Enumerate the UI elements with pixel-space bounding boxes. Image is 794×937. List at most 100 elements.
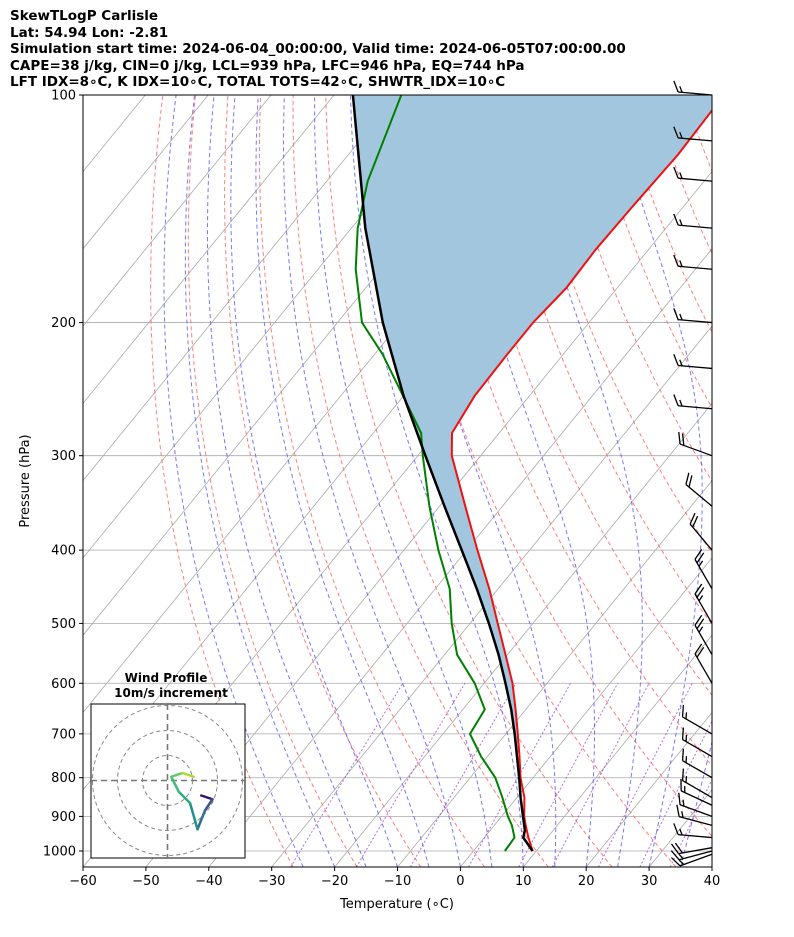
isotherm-line [83, 95, 335, 404]
wind-barb [673, 80, 713, 96]
barb-feather [689, 512, 696, 525]
barb-shaft [678, 177, 713, 182]
barb-feather [696, 646, 705, 658]
isotherm-line [83, 95, 398, 482]
isotherm-line [83, 95, 461, 559]
barb-shaft [682, 738, 713, 758]
moist-adiabat-line [448, 95, 595, 867]
time-line: Simulation start time: 2024-06-04_00:00:… [10, 41, 626, 58]
moist-adiabat-line [255, 95, 430, 867]
barb-feather [673, 126, 679, 139]
hodograph-ring [117, 730, 218, 831]
wind-barb [673, 126, 713, 142]
barb-feather [679, 399, 683, 407]
x-axis-label: Temperature (∘C) [339, 897, 454, 912]
barb-feather [673, 354, 679, 366]
barb-feather [696, 587, 705, 598]
moist-adiabat-line [350, 95, 524, 867]
dry-adiabat-line [325, 95, 613, 867]
hodograph-title: Wind Profile [125, 671, 208, 685]
barb-feather [679, 828, 683, 836]
hodograph-segment [196, 809, 207, 831]
barb-shaft [678, 850, 713, 861]
wind-barb [685, 472, 713, 507]
x-tick-label: −40 [195, 874, 222, 889]
moist-adiabat-line [163, 95, 304, 867]
barb-shaft [682, 716, 713, 735]
barb-feather [679, 172, 683, 179]
y-tick-label: 1000 [43, 844, 76, 859]
barb-shaft [694, 624, 713, 656]
profile-lines [351, 95, 712, 852]
barb-feather [681, 748, 685, 761]
wind-barb [680, 778, 713, 806]
barb-shaft [678, 318, 713, 324]
hodograph-segment [177, 790, 192, 805]
barb-feather [679, 260, 683, 267]
x-tick-label: −30 [258, 874, 285, 889]
barb-feather [696, 552, 705, 564]
moist-adiabat-line [230, 95, 398, 867]
barb-feather [673, 166, 679, 179]
wind-barb [678, 792, 713, 818]
barb-feather [673, 394, 679, 406]
y-tick-label: 100 [51, 89, 76, 104]
barb-feather [678, 853, 684, 860]
barb-feather [694, 614, 703, 626]
mixing-ratio-line [551, 683, 650, 867]
wind-barb [689, 512, 713, 551]
barb-feather [681, 768, 685, 781]
barb-feather [694, 583, 703, 595]
y-tick-label: 800 [51, 771, 76, 786]
moist-adiabat-line [207, 95, 367, 867]
wind-barbs [670, 80, 713, 867]
barb-shaft [678, 405, 713, 410]
dry-adiabat-line [749, 95, 794, 867]
barb-feather [681, 704, 685, 717]
barb-shaft [679, 804, 713, 818]
barb-shaft [678, 137, 713, 142]
wind-barb [670, 850, 713, 861]
x-tick-label: 20 [578, 874, 595, 889]
wind-barb [681, 704, 713, 735]
barb-feather [673, 213, 679, 226]
hodograph-subtitle: 10m/s increment [114, 686, 228, 700]
barb-feather [673, 254, 679, 267]
barb-feather [696, 618, 705, 630]
dry-adiabat-line [423, 95, 712, 767]
x-tick-label: −10 [384, 874, 411, 889]
barb-shaft [678, 847, 713, 855]
hodograph-segment [203, 798, 214, 812]
barb-feather [678, 859, 685, 865]
barb-feather [694, 549, 703, 560]
indices-line-1: CAPE=38 j/kg, CIN=0 j/kg, LCL=939 hPa, L… [10, 57, 525, 74]
wind-barb [694, 643, 713, 684]
cape-shading [352, 95, 712, 753]
x-tick-label: 10 [515, 874, 532, 889]
barb-shaft [678, 815, 713, 827]
wind-barb [673, 308, 713, 324]
barb-feather [678, 432, 681, 445]
barb-feather [678, 792, 681, 805]
x-tick-label: 0 [456, 874, 464, 889]
wind-barb [681, 768, 713, 799]
barb-feather [679, 86, 683, 93]
hodograph-segment [188, 801, 199, 831]
parcel-profile [351, 95, 534, 852]
barb-feather [679, 131, 683, 139]
barb-feather [679, 313, 683, 321]
hodograph-segment [170, 771, 184, 778]
wind-barb [673, 354, 713, 370]
moist-adiabat-line [314, 95, 493, 867]
dry-adiabat-line [455, 95, 712, 696]
moist-adiabat-line [184, 95, 336, 867]
wind-barb [673, 254, 713, 270]
dry-adiabat-line [651, 95, 712, 255]
barb-feather [679, 219, 683, 226]
barb-shaft [679, 443, 713, 457]
moist-adiabat-line [610, 95, 703, 867]
barb-feather [692, 515, 699, 528]
isotherm-line [145, 170, 712, 867]
moist-adiabat-line [744, 95, 794, 867]
dry-adiabat-line [618, 95, 712, 334]
